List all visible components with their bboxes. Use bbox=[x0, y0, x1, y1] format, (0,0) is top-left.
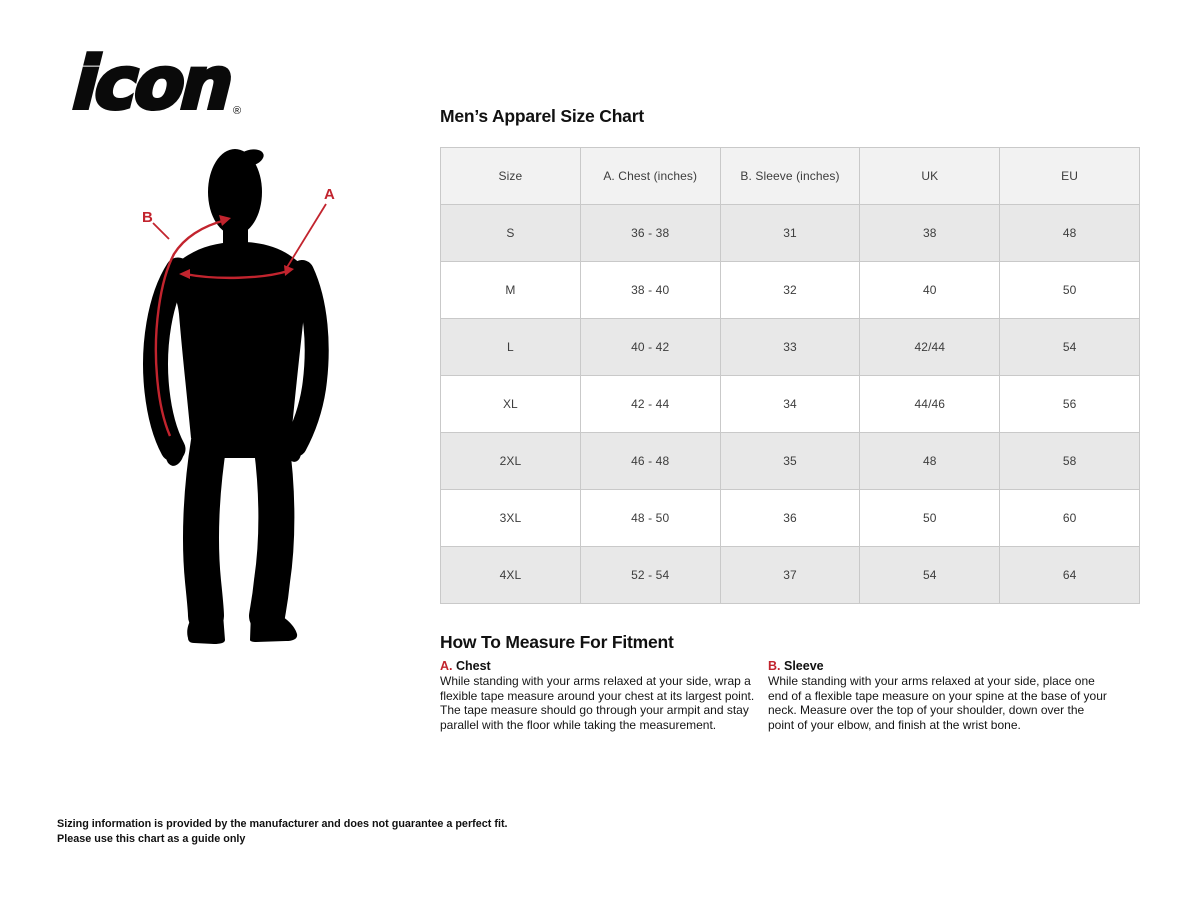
measure-section-sleeve: B. Sleeve While standing with your arms … bbox=[768, 659, 1110, 732]
value-cell: 37 bbox=[719, 546, 861, 604]
value-cell: 35 bbox=[719, 432, 861, 490]
table-row: M 38 - 40 32 40 50 bbox=[440, 261, 1140, 319]
column-header: B. Sleeve (inches) bbox=[719, 147, 861, 205]
value-cell: 32 bbox=[719, 261, 861, 319]
column-header: EU bbox=[999, 147, 1140, 205]
value-cell: 36 bbox=[719, 489, 861, 547]
value-cell: 40 - 42 bbox=[579, 318, 721, 376]
table-row: S 36 - 38 31 38 48 bbox=[440, 204, 1140, 262]
icon-brand-logo: icon ® bbox=[62, 46, 243, 120]
chest-instructions: While standing with your arms relaxed at… bbox=[440, 674, 755, 732]
male-silhouette bbox=[143, 149, 329, 644]
column-header: A. Chest (inches) bbox=[579, 147, 721, 205]
label-a: A bbox=[324, 186, 335, 203]
size-cell: XL bbox=[440, 375, 581, 433]
table-row: 3XL 48 - 50 36 50 60 bbox=[440, 489, 1140, 547]
label-b-line bbox=[152, 222, 170, 240]
value-cell: 38 bbox=[859, 204, 1001, 262]
table-header-row: Size A. Chest (inches) B. Sleeve (inches) U… bbox=[440, 147, 1140, 205]
value-cell: 50 bbox=[859, 489, 1001, 547]
value-cell: 42/44 bbox=[859, 318, 1001, 376]
value-cell: 52 - 54 bbox=[579, 546, 721, 604]
size-cell: 2XL bbox=[440, 432, 581, 490]
sleeve-measure-line bbox=[154, 218, 227, 437]
value-cell: 42 - 44 bbox=[579, 375, 721, 433]
size-cell: S bbox=[440, 204, 581, 262]
label-a-line bbox=[285, 203, 327, 270]
sleeve-instructions: While standing with your arms relaxed at… bbox=[768, 674, 1107, 732]
value-cell: 33 bbox=[719, 318, 861, 376]
chest-name: Chest bbox=[455, 659, 491, 673]
disclaimer: Sizing information is provided by the ma… bbox=[57, 817, 508, 847]
value-cell: 36 - 38 bbox=[579, 204, 721, 262]
sleeve-letter: B. bbox=[768, 659, 781, 673]
table-row: L 40 - 42 33 42/44 54 bbox=[440, 318, 1140, 376]
value-cell: 40 bbox=[859, 261, 1001, 319]
value-cell: 54 bbox=[999, 318, 1140, 376]
table-row: 2XL 46 - 48 35 48 58 bbox=[440, 432, 1140, 490]
value-cell: 48 bbox=[859, 432, 1001, 490]
measurement-guides bbox=[152, 203, 327, 437]
value-cell: 64 bbox=[999, 546, 1140, 604]
chest-arrow-left bbox=[179, 269, 190, 279]
measure-section-chest: A. Chest While standing with your arms r… bbox=[440, 659, 766, 732]
measurement-figure: A B bbox=[142, 149, 335, 644]
disclaimer-line-2: Please use this chart as a guide only bbox=[57, 833, 246, 846]
size-chart-table: Size A. Chest (inches) B. Sleeve (inches) U… bbox=[440, 147, 1140, 604]
size-cell: L bbox=[440, 318, 581, 376]
size-chart-title: Men’s Apparel Size Chart bbox=[440, 106, 644, 126]
value-cell: 60 bbox=[999, 489, 1140, 547]
logo-text: icon bbox=[64, 46, 241, 120]
value-cell: 48 - 50 bbox=[579, 489, 721, 547]
size-cell: 3XL bbox=[440, 489, 581, 547]
value-cell: 54 bbox=[859, 546, 1001, 604]
value-cell: 34 bbox=[719, 375, 861, 433]
value-cell: 46 - 48 bbox=[579, 432, 721, 490]
sleeve-heading: B. Sleeve bbox=[768, 659, 1110, 673]
size-cell: 4XL bbox=[440, 546, 581, 604]
value-cell: 56 bbox=[999, 375, 1140, 433]
registered-trademark: ® bbox=[233, 105, 241, 117]
value-cell: 44/46 bbox=[859, 375, 1001, 433]
value-cell: 58 bbox=[999, 432, 1140, 490]
value-cell: 38 - 40 bbox=[579, 261, 721, 319]
chest-letter: A. bbox=[440, 659, 453, 673]
table-row: 4XL 52 - 54 37 54 64 bbox=[440, 546, 1140, 604]
table-header: Size A. Chest (inches) B. Sleeve (inches) U… bbox=[440, 147, 1140, 205]
value-cell: 50 bbox=[999, 261, 1140, 319]
sleeve-arrow bbox=[219, 215, 231, 226]
table-body: S 36 - 38 31 38 48 M 38 - 40 32 40 50 L 40 - 42 33 42… bbox=[440, 204, 1140, 604]
disclaimer-line-1: Sizing information is provided by the ma… bbox=[57, 818, 508, 830]
how-to-measure-title: How To Measure For Fitment bbox=[440, 632, 674, 652]
chest-heading: A. Chest bbox=[440, 659, 766, 673]
value-cell: 48 bbox=[999, 204, 1140, 262]
sleeve-name: Sleeve bbox=[783, 659, 824, 673]
column-header: Size bbox=[440, 147, 581, 205]
chest-measure-line bbox=[184, 269, 289, 280]
table-row: XL 42 - 44 34 44/46 56 bbox=[440, 375, 1140, 433]
size-cell: M bbox=[440, 261, 581, 319]
label-b: B bbox=[142, 209, 153, 226]
column-header: UK bbox=[859, 147, 1001, 205]
value-cell: 31 bbox=[719, 204, 861, 262]
